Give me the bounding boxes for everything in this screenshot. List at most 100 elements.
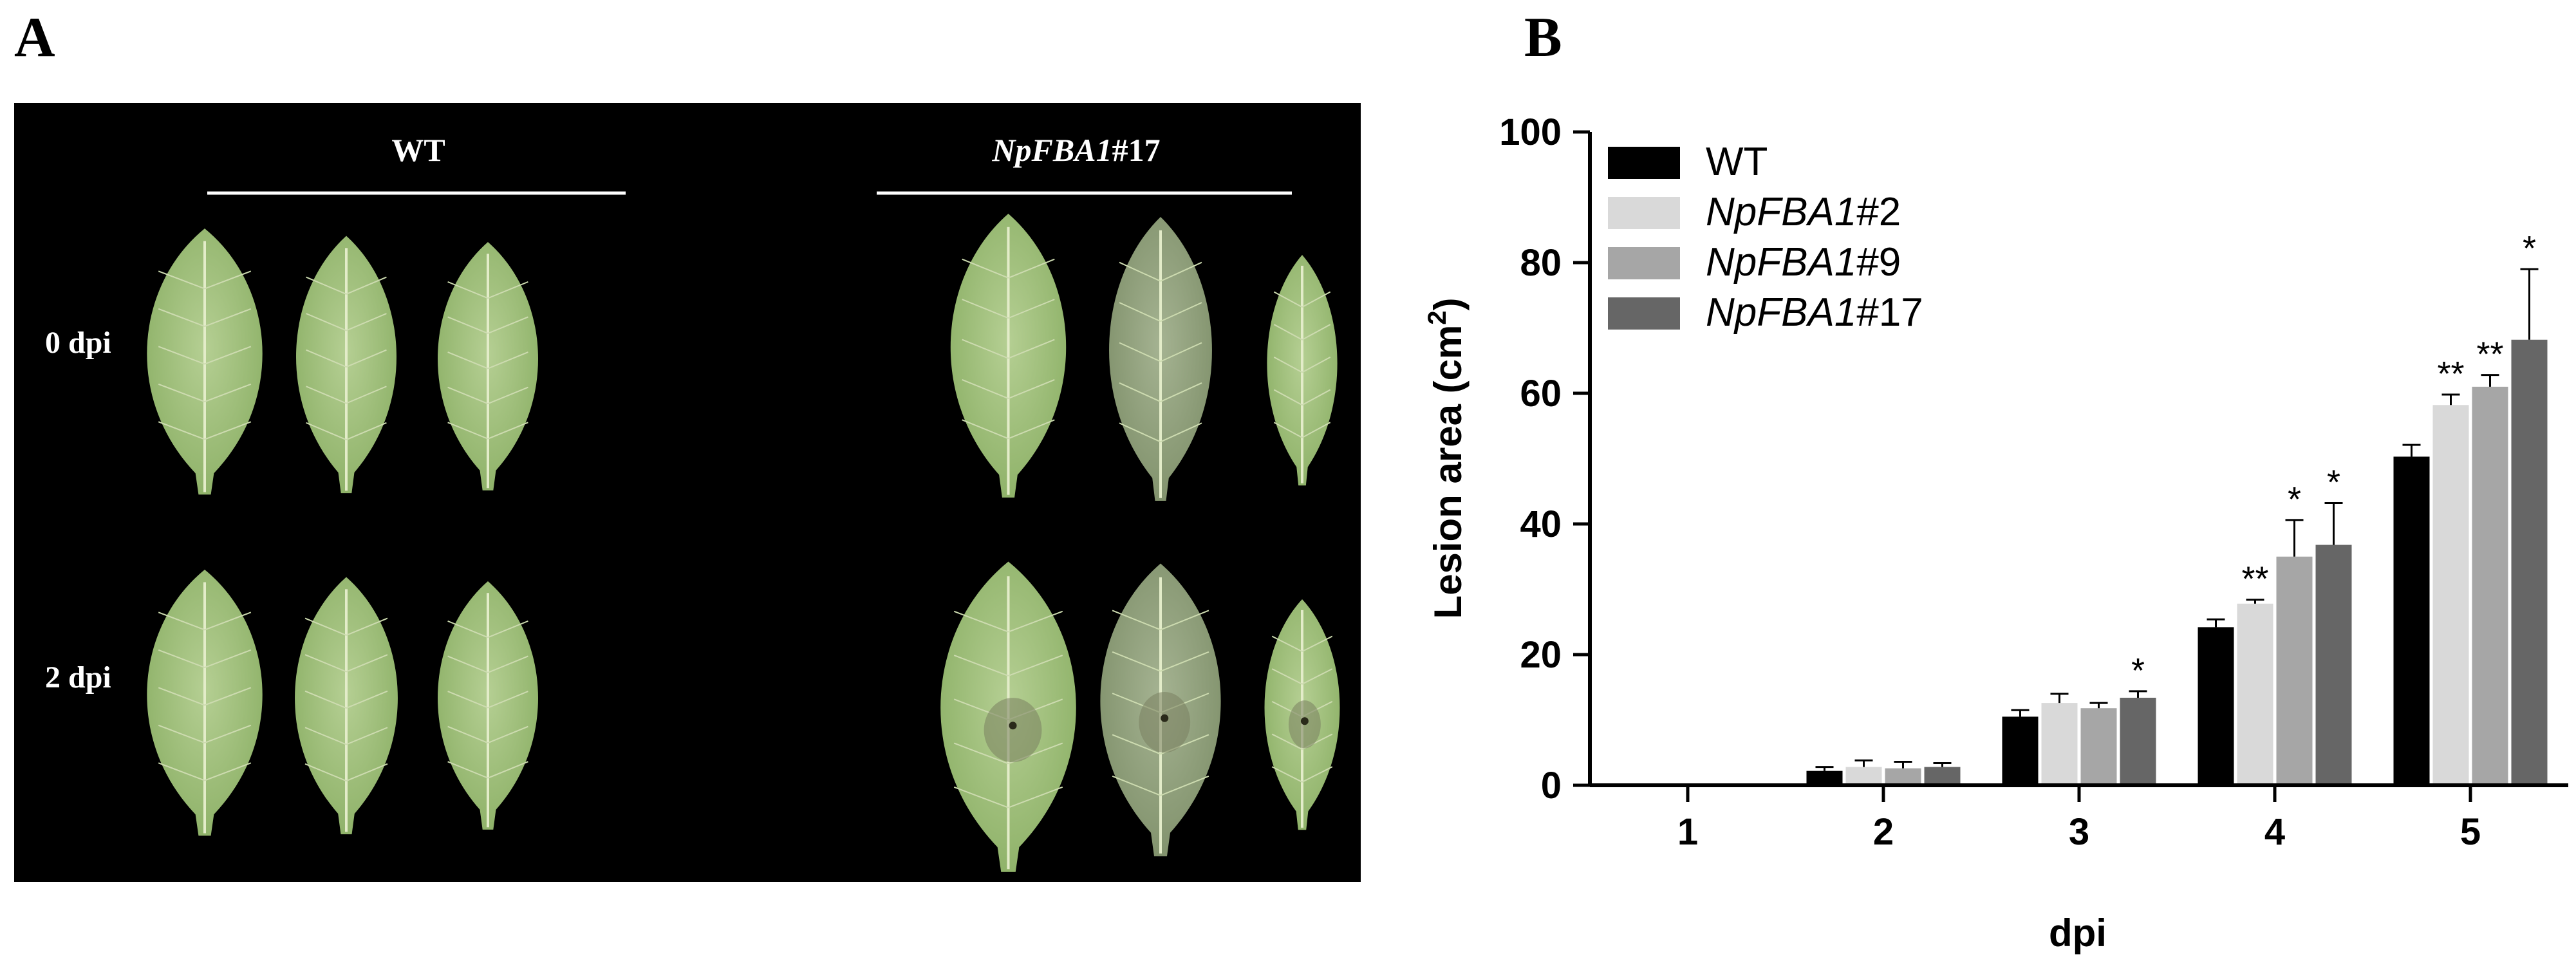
leaf [296,236,397,494]
leaf-vein [158,270,205,290]
leaf-vein [1273,324,1303,341]
leaf-vein [306,276,347,295]
leaf-vein [447,761,489,779]
leaf-vein [1302,356,1331,373]
bar [1806,770,1843,785]
y-tick-label: 80 [1520,242,1562,284]
leaf-vein [447,691,489,709]
leaf-vein [204,308,252,328]
leaf-vein [447,620,489,639]
leaf-vein [306,422,347,441]
leaf [438,581,538,830]
leaf [438,242,538,490]
leaf-lesion [1139,691,1191,753]
bar [2120,697,2156,785]
group-label-mutant-line: #17 [1112,132,1161,168]
leaf-vein [1160,261,1202,282]
leaf-vein [962,378,1009,399]
significance-mark: ** [2241,560,2268,599]
leaf-vein [962,299,1009,319]
bar [2472,386,2508,785]
leaf-vein [1160,775,1209,796]
leaf [950,214,1067,498]
leaf-vein [1008,339,1055,359]
leaf-vein [1119,302,1161,322]
leaf-vein [447,316,489,334]
row-label-2dpi: 2 dpi [45,660,111,695]
leaf-vein [487,386,528,405]
bar [1924,767,1961,785]
bar [1845,767,1882,785]
leaf-vein [487,725,528,744]
leaf-vein [953,742,1009,765]
bar [2041,703,2078,785]
leaf-vein [1119,342,1161,362]
significance-mark: ** [2476,335,2503,374]
leaf-vein [1302,324,1331,341]
leaf-vein [487,655,528,673]
leaf-vein [487,761,528,779]
significance-mark: * [2327,463,2340,502]
leaf-vein [346,690,388,709]
leaf-vein [346,313,387,331]
leaf-vein [1273,422,1303,438]
leaf [1267,255,1338,486]
leaf-vein [1273,291,1303,308]
legend-label: NpFBA1#2 [1706,190,1901,234]
y-tick-label: 0 [1541,765,1562,807]
leaf-vein [1160,382,1202,402]
leaf-vein [346,349,387,368]
leaf-vein [158,649,205,669]
leaf-vein [447,386,489,405]
leaf-vein [346,386,387,404]
bar [2393,456,2430,785]
bar [2432,405,2469,785]
bar [2511,339,2548,785]
group-label-mutant-gene: NpFBA1 [991,132,1112,168]
leaf-vein [1160,610,1209,631]
infection-point [1009,722,1017,730]
y-ticks: 0 20 40 60 80 100 [1499,111,1590,807]
leaf-vein [1302,291,1331,308]
leaf-vein [204,724,252,744]
y-axis-label: Lesion area (cm2) [1423,297,1470,619]
leaf-vein [158,383,205,403]
leaf-vein [962,419,1009,440]
leaf-vein [487,316,528,334]
leaf-vein [306,313,347,331]
leaf-photo: WT NpFBA1#17 0 dpi 2 dpi [45,132,1340,872]
leaf [1109,217,1212,501]
leaf-vein [1008,258,1055,279]
leaf-vein [204,346,252,365]
bar [1885,768,1921,785]
leaf-vein [304,617,347,636]
bar [2276,556,2313,785]
y-tick-label: 60 [1520,373,1562,415]
leaf-vein [346,422,387,441]
leaf-vein [1008,655,1063,676]
leaf-vein [487,281,528,299]
leaf-vein [953,786,1009,808]
leaf-vein [1271,668,1303,685]
bar [2315,545,2352,785]
leaf-vein [1302,668,1333,685]
leaf-vein [346,654,388,673]
leaves [147,214,1340,872]
leaf-vein [346,763,388,782]
significance-mark: * [2131,651,2145,690]
significance-mark: * [2523,229,2536,268]
leaf-vein [158,611,205,631]
leaf-vein [204,421,252,440]
legend-swatch [1608,197,1680,229]
panel-b-letter: B [1524,6,1562,69]
leaf-vein [447,725,489,744]
leaf-vein [1008,419,1055,440]
bar [2237,603,2273,785]
leaf-vein [158,687,205,706]
x-axis-label: dpi [2049,911,2107,955]
leaf-vein [1119,422,1161,443]
error-bars [1815,268,2539,771]
leaf-vein [1160,302,1202,322]
leaf-vein [204,270,252,290]
